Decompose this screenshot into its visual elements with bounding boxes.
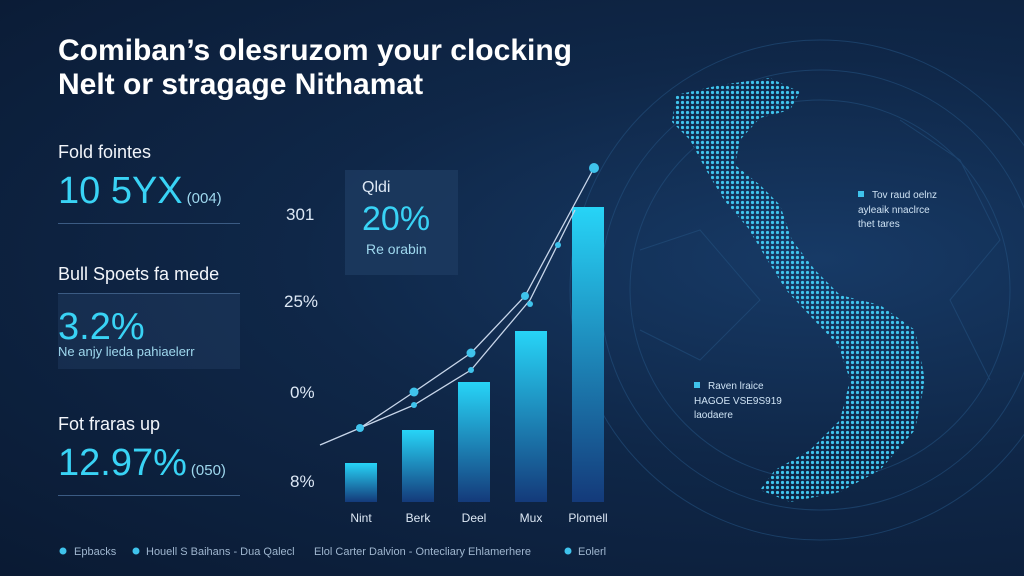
chart: Qldi 20% Re orabin 301 25% 0% 8% Nint Be… — [284, 163, 608, 525]
stat-value: 3.2% — [58, 306, 145, 348]
map-annotation: Tov raud oelnz ayleaik nnaclrce thet tar… — [858, 190, 937, 230]
stat-label: Fot fraras up — [58, 414, 161, 434]
callout-note: Re orabin — [366, 241, 427, 257]
legend-item: Houell S Baihans - Dua Qalecl — [146, 546, 295, 558]
annotation-line: ayleaik nnaclrce — [858, 205, 930, 216]
bar — [402, 430, 434, 502]
value: 10 5YX — [58, 170, 183, 212]
annotation-line: Tov raud oelnz — [872, 190, 937, 201]
bar — [515, 331, 547, 502]
category-label: Deel — [462, 511, 487, 525]
note: (050) — [190, 462, 226, 479]
callout-label: Qldi — [362, 179, 390, 196]
legend-item: Epbacks — [74, 546, 117, 558]
annotation-line: Raven lraice — [708, 381, 764, 392]
axis-label: 301 — [286, 205, 314, 224]
divider — [58, 293, 240, 294]
stat-label: Bull Spoets fa mede — [58, 264, 220, 284]
category-label: Berk — [406, 511, 432, 525]
note: (004) — [186, 190, 222, 207]
divider — [58, 495, 240, 496]
value: 12.97% — [58, 442, 187, 484]
legend-item: Elol Carter Dalvion - Ontecliary Ehlamer… — [314, 546, 531, 558]
axis-label: 25% — [284, 292, 318, 311]
title-line: Comiban’s olesruzom your clocking — [58, 34, 572, 67]
title-line: Nelt or stragage Nithamat — [58, 68, 424, 101]
legend: Epbacks Houell S Baihans - Dua Qalecl El… — [59, 546, 606, 558]
annotation-line: HAGOE VSE9S919 — [694, 396, 782, 407]
legend-item: Eolerl — [578, 546, 606, 558]
category-label: Plomell — [568, 511, 607, 525]
category-label: Nint — [350, 511, 372, 525]
stat-value: 12.97% (050) — [58, 442, 226, 485]
title: Comiban’s olesruzom your clocking Nelt o… — [58, 34, 572, 102]
bar — [345, 463, 377, 502]
axis-label: 8% — [290, 472, 315, 491]
map-annotation: Raven lraice HAGOE VSE9S919 laodaere — [694, 381, 782, 421]
stat-note: Ne anjy lieda pahiaelerr — [58, 344, 195, 359]
divider — [58, 223, 240, 224]
map — [672, 78, 925, 502]
bar — [458, 382, 490, 502]
callout-box — [345, 170, 458, 275]
category-label: Mux — [520, 511, 543, 525]
stat-panel — [58, 293, 240, 369]
bar — [572, 207, 604, 502]
trend-line — [319, 167, 595, 446]
annotation-line: laodaere — [694, 410, 733, 421]
annotation-line: thet tares — [858, 219, 900, 230]
points — [356, 163, 599, 432]
callout-value: 20% — [362, 200, 430, 238]
stat-label: Fold fointes — [58, 142, 152, 162]
axis-label: 0% — [290, 383, 315, 402]
stat-value: 10 5YX (004) — [58, 170, 222, 213]
